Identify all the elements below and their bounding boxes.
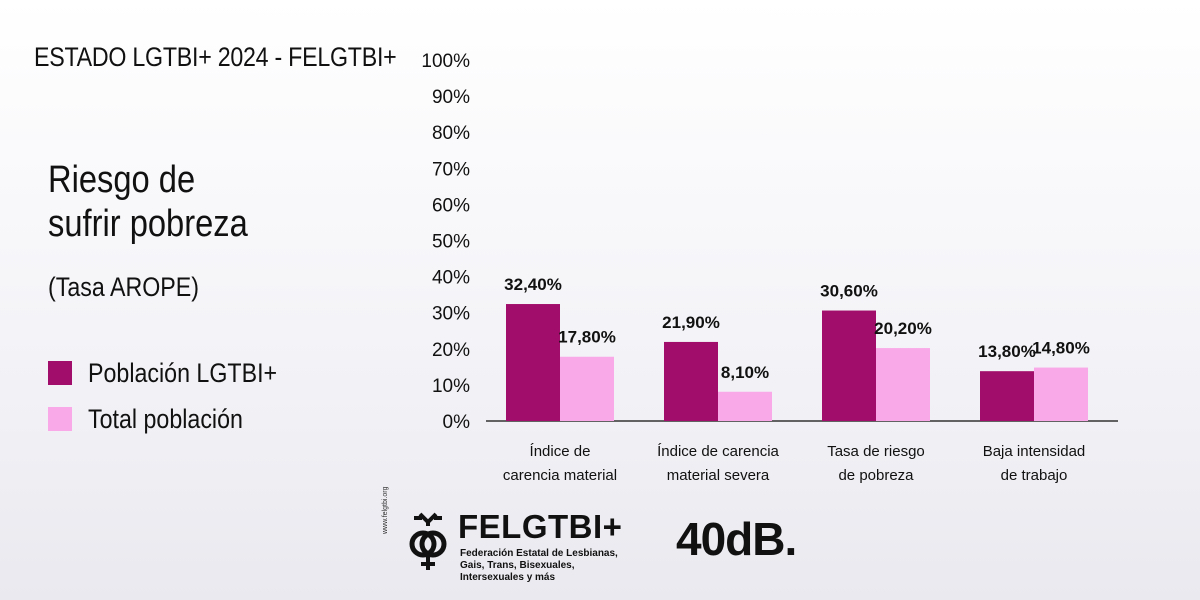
y-tick-label: 70% (432, 159, 470, 180)
chart-subtitle: (Tasa AROPE) (48, 272, 199, 302)
y-tick-label: 0% (443, 412, 471, 433)
bar-total (718, 391, 772, 421)
x-category-label: material severa (667, 467, 770, 484)
x-category-label: Tasa de riesgo (827, 443, 925, 460)
data-label: 30,60% (820, 282, 878, 301)
bar-lgtbi (506, 304, 560, 421)
chart-title-line-1: Riesgo de (48, 159, 196, 201)
felgtbi-name: FELGTBI+ (458, 508, 623, 545)
chart-title: Riesgo de sufrir pobreza (48, 158, 248, 246)
data-label: 17,80% (558, 328, 616, 347)
data-label: 32,40% (504, 275, 562, 294)
x-category-label: Índice de carencia (657, 443, 779, 460)
page-header-title: ESTADO LGTBI+ 2024 - FELGTBI+ (34, 42, 397, 72)
legend-swatch-lgtbi (48, 361, 72, 385)
data-label: 21,90% (662, 313, 720, 332)
bar-total (1034, 367, 1088, 421)
bar-lgtbi (980, 371, 1034, 421)
x-category-label: Baja intensidad (983, 443, 1086, 460)
chart-title-line-2: sufrir pobreza (48, 203, 248, 245)
40db-logo: 40dB. (676, 513, 797, 565)
y-tick-label: 50% (432, 232, 470, 253)
data-label: 13,80% (978, 342, 1036, 361)
gender-symbol-icon (409, 512, 447, 570)
x-category-label: carencia material (503, 467, 617, 484)
legend-label-lgtbi: Población LGTBI+ (88, 357, 278, 388)
bar-total (560, 356, 614, 421)
felgtbi-description: Federación Estatal de Lesbianas, Gais, T… (460, 548, 618, 583)
data-label: 20,20% (874, 319, 932, 338)
y-tick-label: 90% (432, 87, 470, 108)
legend-label-total: Total población (88, 403, 243, 434)
bar-lgtbi (664, 341, 718, 421)
felgtbi-url: www.felgtbi.org (382, 486, 389, 534)
x-category-label: de pobreza (838, 467, 914, 484)
bar-total (876, 348, 930, 421)
data-label: 8,10% (721, 363, 769, 382)
y-tick-label: 10% (432, 376, 470, 397)
legend-swatch-total (48, 407, 72, 431)
felgtbi-logo: www.felgtbi.org FELGTBI+ Federación Esta… (382, 487, 632, 583)
legend-item-lgtbi: Población LGTBI+ (48, 350, 308, 396)
y-tick-label: 80% (432, 123, 470, 144)
y-tick-label: 20% (432, 340, 470, 361)
chart-legend: Población LGTBI+ Total población (48, 350, 308, 442)
y-tick-label: 60% (432, 195, 470, 216)
bar-lgtbi (822, 310, 876, 421)
y-tick-label: 100% (421, 51, 470, 72)
x-category-label: de trabajo (1001, 467, 1068, 484)
y-tick-label: 30% (432, 304, 470, 325)
legend-item-total: Total población (48, 396, 308, 442)
x-category-label: Índice de (530, 443, 591, 460)
data-label: 14,80% (1032, 339, 1090, 358)
y-tick-label: 40% (432, 268, 470, 289)
